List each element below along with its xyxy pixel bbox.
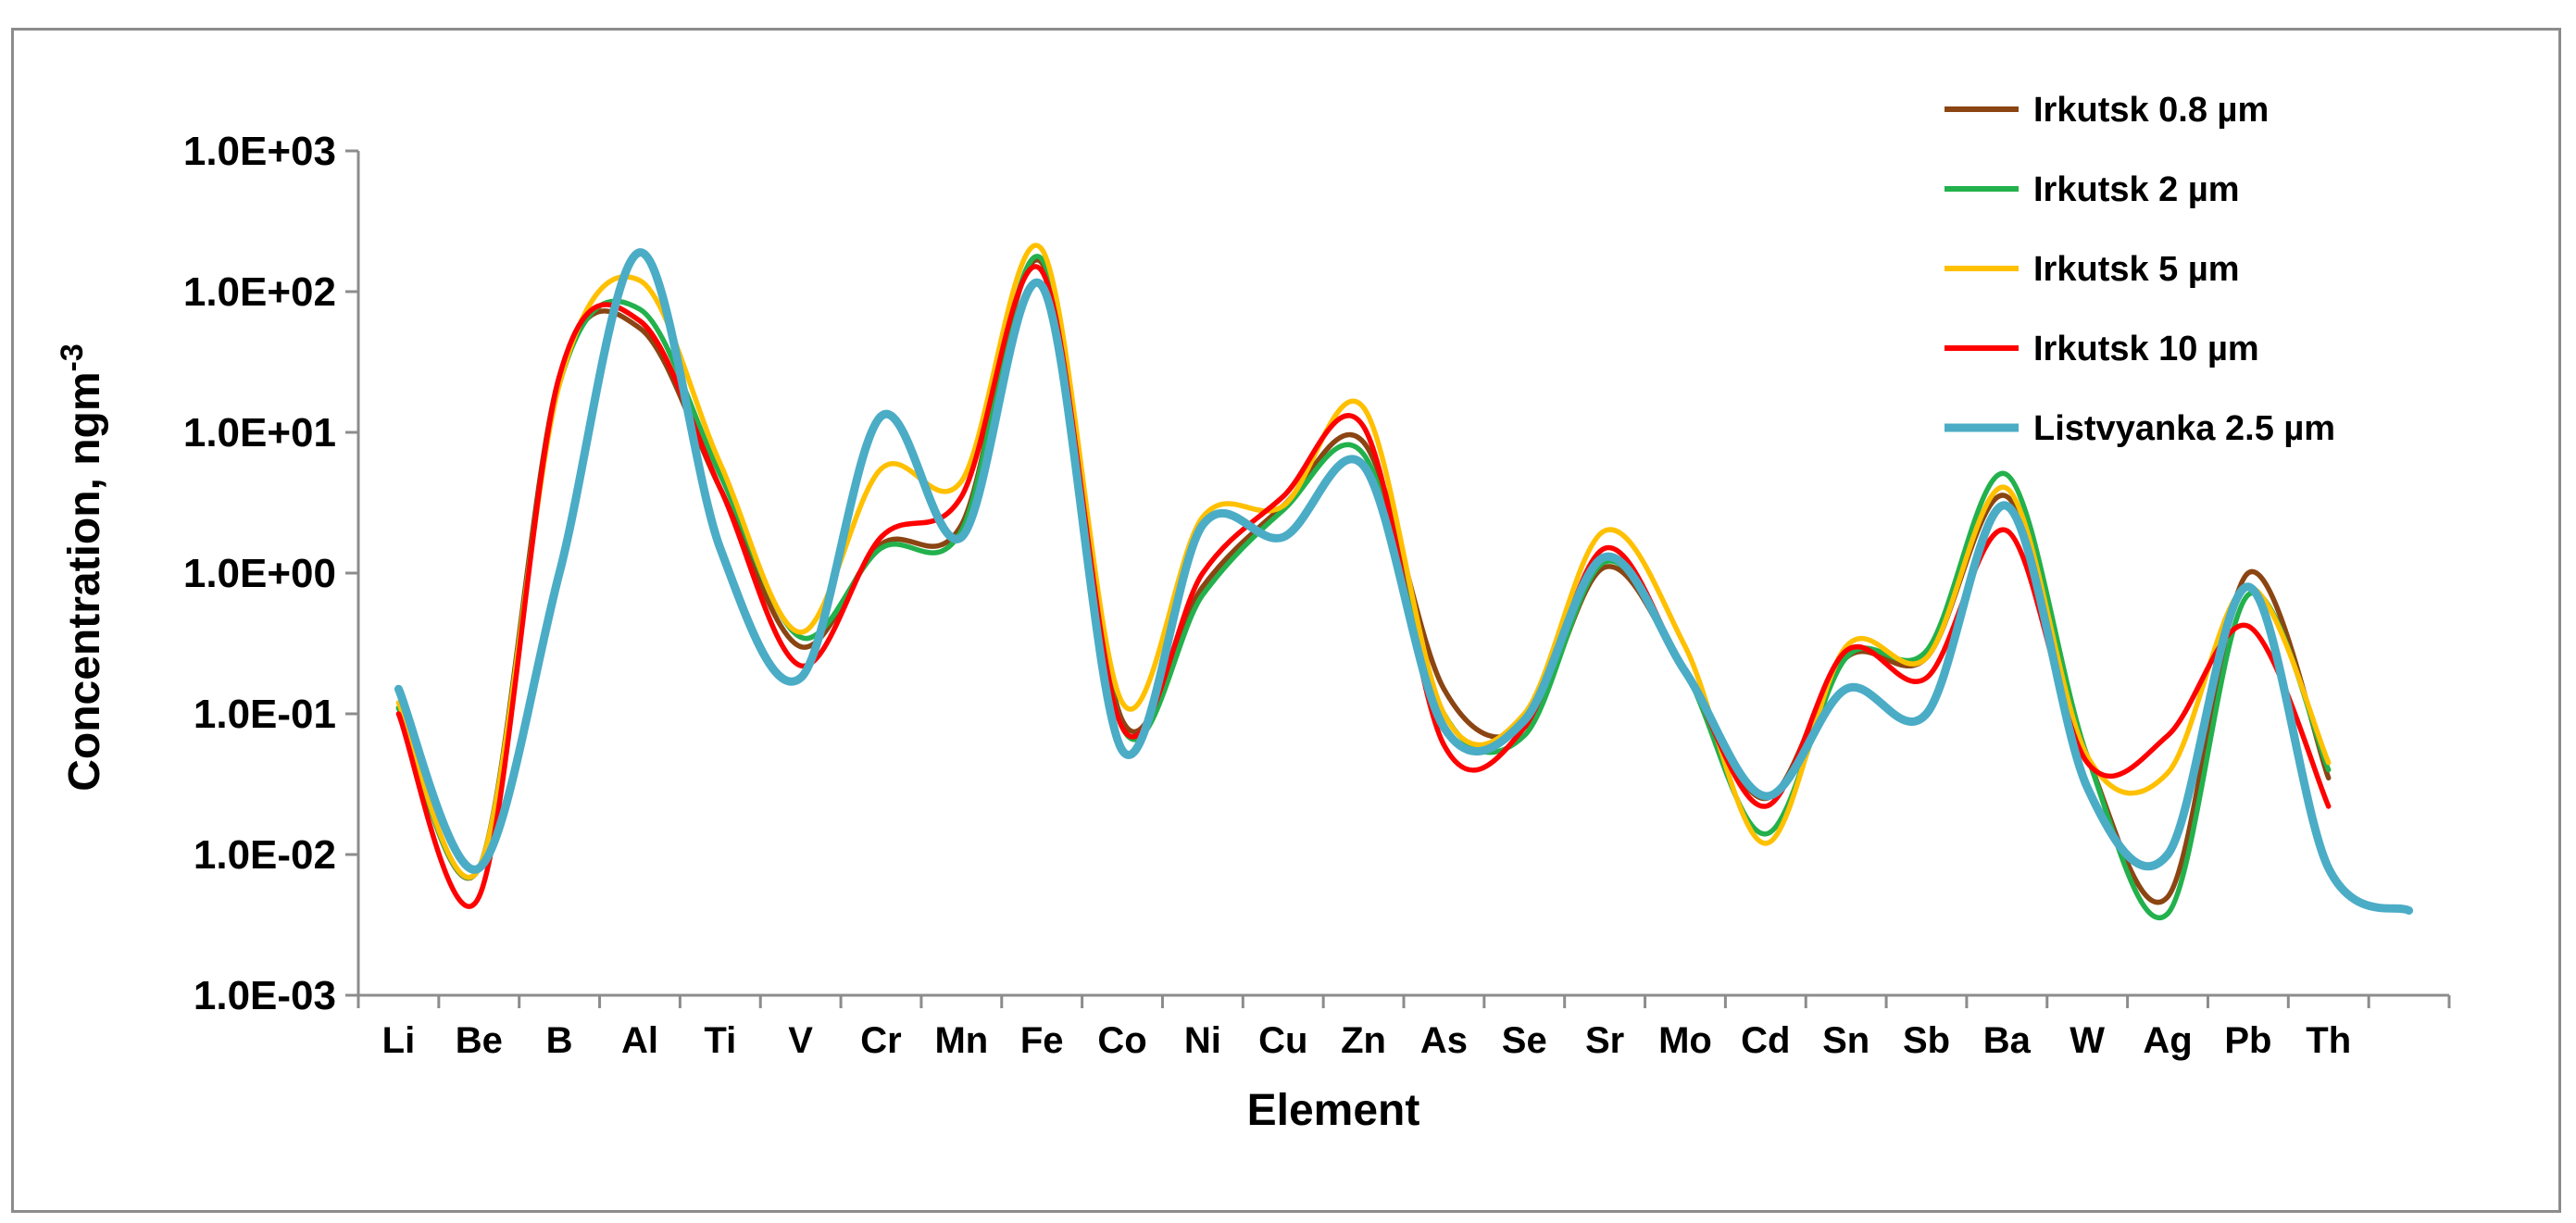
- x-tick-label: Cr: [860, 1020, 901, 1061]
- y-tick-label: 1.0E-01: [194, 692, 336, 737]
- x-tick-label: Pb: [2224, 1020, 2271, 1061]
- series-line-2: [395, 254, 2332, 920]
- x-tick-label: Ti: [704, 1020, 736, 1061]
- x-tick-label: V: [788, 1020, 813, 1061]
- legend-label: Listvyanka 2.5 µm: [2033, 409, 2335, 448]
- x-tick-label: Mn: [934, 1020, 988, 1061]
- legend-label: Irkutsk 10 µm: [2033, 330, 2259, 368]
- legend: Irkutsk 0.8 µm Irkutsk 2 µm Irkutsk 5 µm Ir…: [1945, 91, 2335, 448]
- x-tick-label: Sb: [1903, 1020, 1950, 1061]
- x-tick-label: As: [1420, 1020, 1468, 1061]
- y-axis-ticks: 1.0E-03 1.0E-02 1.0E-01 1.0E+00 1.0E+01 1.0E+…: [183, 129, 358, 1018]
- x-axis-title: Element: [1247, 1086, 1420, 1135]
- x-tick-label: Sr: [1585, 1020, 1624, 1061]
- chart-frame: 1.0E-03 1.0E-02 1.0E-01 1.0E+00 1.0E+01 1.0E+…: [11, 28, 2561, 1213]
- x-axis-ticks: Li Be B Al Ti V Cr Mn Fe Co Ni Cu Zn As Se Sr Mo Cd Sn Sb Ba…: [356, 995, 2451, 1061]
- x-tick-label: Ba: [1983, 1020, 2032, 1061]
- line-chart: 1.0E-03 1.0E-02 1.0E-01 1.0E+00 1.0E+01 1.0E+…: [55, 91, 2451, 1135]
- x-tick-label: Se: [1502, 1020, 1547, 1061]
- y-axis-title-superscript: -3: [55, 343, 90, 371]
- x-tick-label: Al: [621, 1020, 658, 1061]
- legend-label: Irkutsk 0.8 µm: [2033, 91, 2269, 130]
- x-tick-label: Zn: [1341, 1020, 1386, 1061]
- x-tick-label: Ag: [2143, 1020, 2192, 1061]
- x-tick-label: Sn: [1822, 1020, 1869, 1061]
- y-tick-label: 1.0E+03: [183, 129, 336, 174]
- x-tick-label: Cd: [1741, 1020, 1790, 1061]
- y-tick-label: 1.0E-02: [194, 832, 336, 878]
- x-tick-label: Co: [1097, 1020, 1146, 1061]
- legend-label: Irkutsk 5 µm: [2033, 250, 2240, 289]
- x-tick-label: Fe: [1020, 1020, 1064, 1061]
- series-line-4: [395, 264, 2332, 909]
- y-tick-label: 1.0E+02: [183, 269, 336, 315]
- x-tick-label: W: [2070, 1020, 2105, 1061]
- y-axis-title-text: Concentration, ngm: [60, 371, 109, 791]
- series-lines: [394, 243, 2414, 920]
- x-tick-label: Th: [2306, 1020, 2351, 1061]
- x-tick-label: Mo: [1658, 1020, 1712, 1061]
- y-tick-label: 1.0E+00: [183, 551, 336, 596]
- y-tick-label: 1.0E+01: [183, 410, 336, 456]
- x-tick-label: Be: [456, 1020, 503, 1061]
- legend-label: Irkutsk 2 µm: [2033, 170, 2240, 209]
- y-tick-label: 1.0E-03: [194, 973, 336, 1018]
- y-axis-title: Concentration, ngm-3: [55, 343, 109, 792]
- x-tick-label: B: [546, 1020, 573, 1061]
- x-tick-label: Li: [382, 1020, 416, 1061]
- series-line-5: [394, 248, 2414, 915]
- x-tick-label: Cu: [1258, 1020, 1307, 1061]
- x-tick-label: Ni: [1184, 1020, 1221, 1061]
